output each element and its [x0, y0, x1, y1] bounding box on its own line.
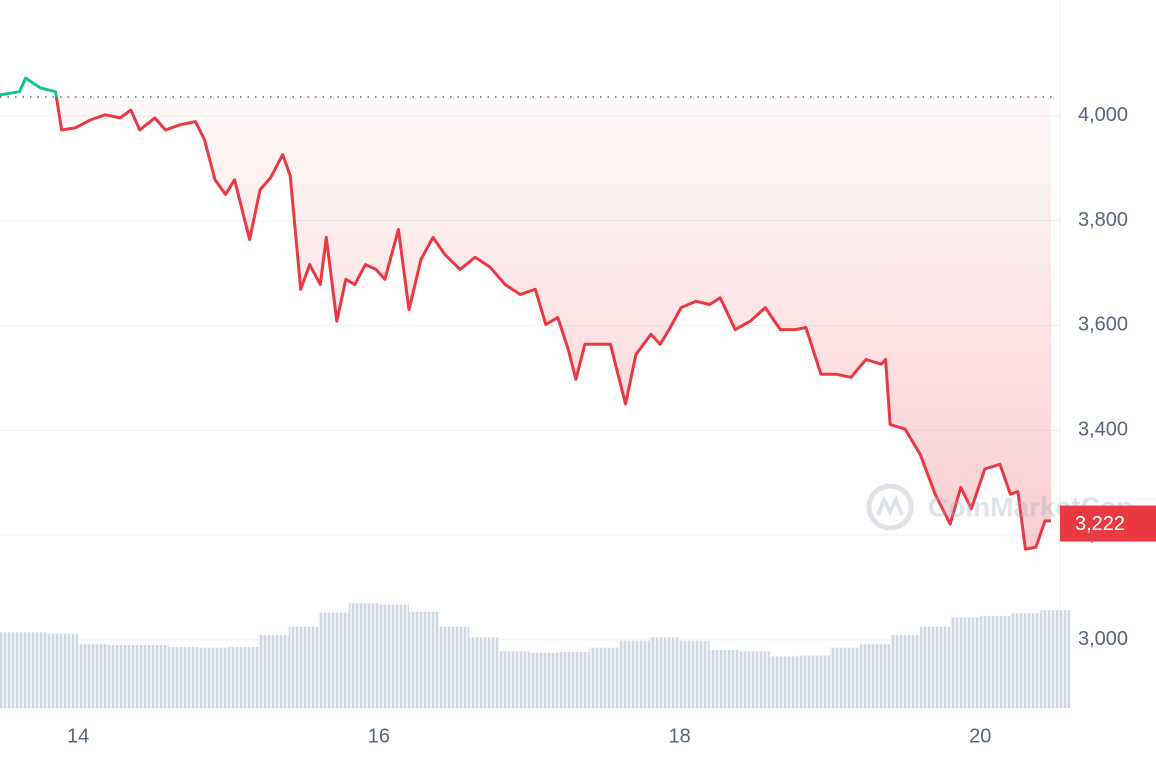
volume-bar	[739, 651, 770, 708]
y-tick-label: 3,600	[1078, 314, 1128, 336]
volume-bar	[198, 647, 229, 708]
volume-bar	[348, 603, 379, 708]
volume-bar	[78, 644, 109, 708]
volume-bar	[469, 637, 500, 708]
volume-bar	[529, 652, 560, 708]
volume-bar	[439, 626, 470, 708]
volume-bar	[589, 647, 620, 708]
y-tick-label: 3,400	[1078, 419, 1128, 441]
volume-bar	[559, 652, 590, 708]
volume-bar	[649, 637, 680, 708]
volume-bar	[18, 632, 49, 708]
volume-bar	[860, 644, 891, 708]
price-area	[56, 96, 1051, 550]
volume-bar	[499, 651, 530, 708]
watermark-logo-mark	[876, 495, 904, 517]
volume-bar	[48, 633, 79, 708]
volume-bar	[0, 632, 19, 708]
volume-bar	[890, 635, 921, 708]
volume-bar	[138, 644, 169, 708]
volume-bar	[408, 611, 440, 708]
y-tick-label: 3,000	[1078, 628, 1128, 650]
volume-bar	[619, 640, 650, 708]
y-tick-label: 3,800	[1078, 209, 1128, 231]
x-tick-label: 16	[368, 725, 390, 747]
volume-bar	[920, 626, 951, 708]
volume-bar	[799, 655, 830, 708]
volume-bar	[769, 656, 800, 708]
y-tick-label: 4,000	[1078, 104, 1128, 126]
volume-bar	[950, 617, 981, 708]
watermark-logo	[866, 483, 914, 531]
volume-bar	[168, 647, 199, 708]
volume-bar	[1040, 610, 1071, 708]
volume-bar	[980, 615, 1011, 708]
x-tick-label: 20	[969, 725, 991, 747]
volume-bar	[378, 604, 409, 708]
volume-bar	[829, 647, 861, 708]
last-price-tag	[1060, 505, 1156, 542]
volume-bar	[709, 649, 740, 708]
x-tick-label: 14	[67, 725, 89, 747]
volume-bar	[108, 644, 139, 708]
volume-bar	[258, 635, 289, 708]
volume-bar	[318, 612, 349, 708]
volume-bar	[1010, 613, 1041, 708]
price-line-down	[54, 96, 1051, 551]
volume-bar	[228, 647, 259, 708]
volume-bar	[288, 626, 319, 708]
volume-bar	[679, 640, 710, 708]
last-price-label: 3,222	[1075, 513, 1125, 535]
x-tick-label: 18	[668, 725, 690, 747]
